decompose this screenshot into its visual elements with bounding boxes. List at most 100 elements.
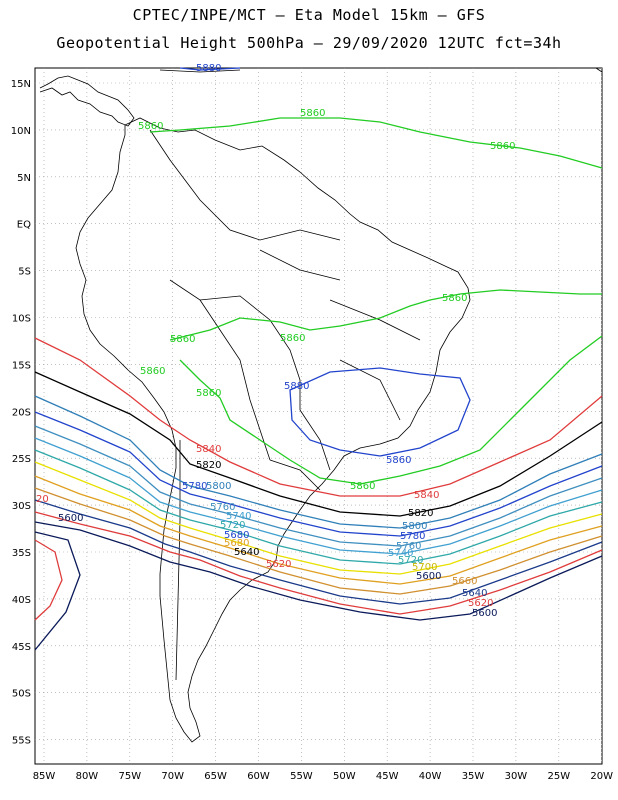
lon-tick-label: 80W [76, 771, 99, 782]
border-chile [175, 440, 181, 681]
axis-ticks: 15N 10N 5N EQ 5S 10S 15S 20S 25S 30S 35S 40S 45S 50S 5… [11, 79, 613, 782]
contour-5860-north [149, 117, 603, 169]
contour-label: 5620 [266, 559, 291, 570]
contour-label: 5680 [224, 538, 249, 549]
contour-label: 5860 [386, 455, 411, 466]
lat-tick-label: 30S [12, 501, 31, 512]
lat-tick-label: 20S [12, 407, 31, 418]
contour-label: 5820 [408, 508, 433, 519]
contour-5600 [34, 521, 603, 621]
contour-5820 [34, 371, 603, 517]
contour-label: 5860 [300, 108, 325, 119]
contour-5780 [34, 411, 603, 537]
lat-tick-label: 50S [12, 689, 31, 700]
lon-tick-label: 45W [376, 771, 399, 782]
lat-tick-label: 5S [18, 267, 31, 278]
map-title: CPTEC/INPE/MCT – Eta Model 15km – GFS [132, 6, 486, 24]
contour-label: 20 [36, 494, 49, 505]
border-paraguay [299, 409, 331, 471]
contour-label: 5700 [412, 562, 437, 573]
contour-label: 5600 [472, 608, 497, 619]
contour-5680 [34, 475, 603, 585]
border-uruguay [269, 459, 321, 491]
contours [34, 67, 603, 651]
lat-tick-label: 10S [12, 314, 31, 325]
border-brazil-west [169, 279, 301, 410]
contour-label: 5860 [280, 333, 305, 344]
contour-label: 5620 [468, 598, 493, 609]
lon-tick-label: 25W [547, 771, 570, 782]
contour-5740 [34, 437, 603, 555]
contour-label: 5860 [490, 141, 515, 152]
contour-5700 [34, 461, 603, 575]
lat-tick-label: 35S [12, 548, 31, 559]
contour-label: 5800 [402, 521, 427, 532]
contour-5760 [34, 425, 603, 547]
contour-labels: 5860 5860 5860 5860 5860 5860 5860 5860 … [36, 63, 515, 619]
contour-5620 [34, 511, 603, 615]
contour-label: 5860 [140, 366, 165, 377]
contour-label: 5760 [210, 502, 235, 513]
contour-5640 [34, 499, 603, 605]
contour-label: 5860 [350, 481, 375, 492]
lon-tick-label: 55W [290, 771, 313, 782]
contour-label: 5860 [196, 388, 221, 399]
border-north [149, 129, 341, 241]
map-frame [34, 67, 603, 765]
contour-label: 5840 [196, 444, 221, 455]
contour-label: 5640 [462, 588, 487, 599]
contour-label: 5880 [196, 63, 221, 74]
contour-label: 5660 [452, 576, 477, 587]
africa-coast [595, 67, 603, 73]
border-states-3 [259, 249, 341, 281]
contour-label: 5740 [226, 511, 251, 522]
contour-5620-left [34, 539, 63, 621]
lon-tick-label: 40W [419, 771, 442, 782]
contour-label: 5780 [182, 481, 207, 492]
contour-label: 5820 [196, 460, 221, 471]
lon-tick-label: 60W [247, 771, 270, 782]
contour-5800 [34, 395, 603, 529]
lon-tick-label: 35W [462, 771, 485, 782]
lat-tick-label: 45S [12, 642, 31, 653]
contour-label: 5600 [58, 513, 83, 524]
lon-tick-label: 30W [505, 771, 528, 782]
lon-tick-label: 85W [33, 771, 56, 782]
border-bolivia [199, 299, 271, 461]
contour-5840 [34, 337, 603, 497]
lon-tick-label: 50W [333, 771, 356, 782]
map-subtitle: Geopotential Height 500hPa – 29/09/2020 … [56, 34, 562, 52]
lat-tick-label: 15S [12, 360, 31, 371]
contour-5860-middle [169, 289, 602, 341]
lat-tick-label: EQ [17, 220, 31, 231]
lat-tick-label: 5N [17, 173, 31, 184]
contour-5860-south [179, 335, 603, 485]
contour-label: 5600 [416, 571, 441, 582]
lon-tick-label: 70W [161, 771, 184, 782]
contour-label: 5860 [442, 293, 467, 304]
lon-tick-label: 20W [590, 771, 613, 782]
contour-label: 5880 [284, 381, 309, 392]
contour-label: 5840 [414, 490, 439, 501]
contour-label: 5720 [220, 520, 245, 531]
contour-label: 5640 [234, 547, 259, 558]
contour-5880-top [179, 67, 241, 71]
central-america-coast [39, 75, 135, 127]
south-america-coast [75, 117, 471, 743]
coastlines [39, 67, 603, 743]
contour-5600-left [34, 531, 81, 651]
contour-label: 5860 [138, 121, 163, 132]
border-states-1 [329, 299, 421, 341]
contour-5720 [34, 449, 603, 565]
contour-5880 [289, 367, 471, 457]
lat-tick-label: 55S [12, 736, 31, 747]
contour-label: 5800 [206, 481, 231, 492]
contour-5660 [34, 487, 603, 595]
lat-tick-label: 40S [12, 595, 31, 606]
contour-label: 5760 [396, 541, 421, 552]
lat-tick-label: 25S [12, 454, 31, 465]
contour-label: 5740 [388, 548, 413, 559]
caribbean-coast [159, 69, 241, 73]
contour-label: 5860 [170, 334, 195, 345]
